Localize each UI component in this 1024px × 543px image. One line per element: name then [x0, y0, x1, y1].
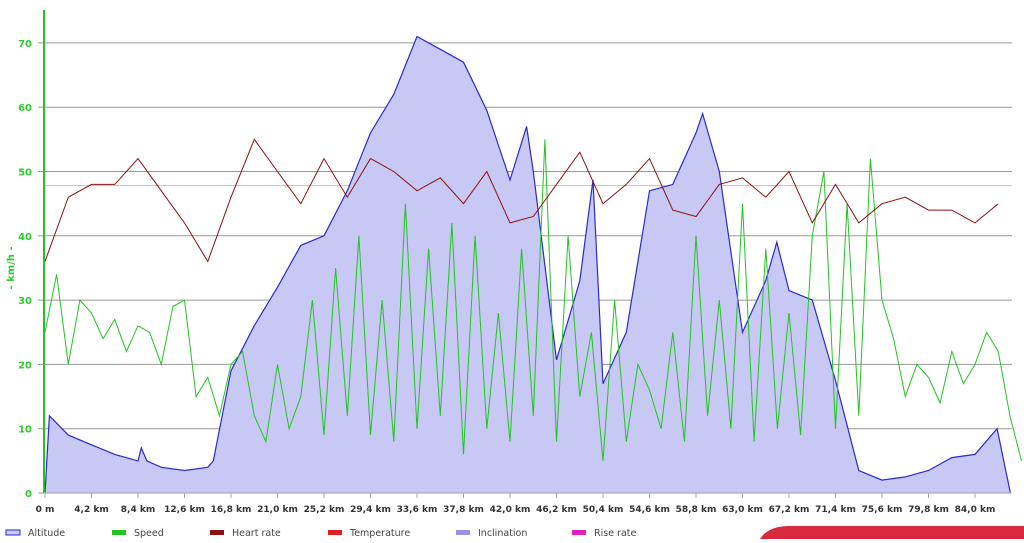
- x-tick-label: 37,8 km: [443, 505, 484, 515]
- y-tick-label: 30: [18, 296, 32, 307]
- series-group: [44, 35, 1022, 494]
- x-tick-label: 25,2 km: [304, 505, 345, 515]
- heart-rate-line: [44, 138, 999, 263]
- x-tick-label: 8,4 km: [121, 505, 155, 515]
- legend-item-temperature[interactable]: Temperature: [328, 528, 410, 539]
- x-tick-label: 84,0 km: [955, 505, 996, 515]
- x-tick-label: 16,8 km: [211, 505, 252, 515]
- x-tick-label: 75,6 km: [862, 505, 903, 515]
- legend-item-heart-rate[interactable]: Heart rate: [210, 528, 281, 539]
- y-tick-label: 20: [18, 360, 32, 371]
- legend-label: Speed: [134, 528, 164, 539]
- x-tick-label: 71,4 km: [815, 505, 856, 515]
- x-tick-label: 33,6 km: [397, 505, 438, 515]
- x-tick-label: 50,4 km: [583, 505, 624, 515]
- legend-swatch: [5, 529, 21, 536]
- y-tick-label: 0: [25, 489, 32, 500]
- x-tick-label: 54,6 km: [629, 505, 670, 515]
- legend-label: Altitude: [28, 528, 65, 539]
- legend-swatch: [112, 530, 126, 535]
- x-axis: 0 m 4,2 km 8,4 km 12,6 km 16,8 km 21,0 km 25,2…: [36, 492, 1012, 515]
- x-tick-label: 4,2 km: [74, 505, 108, 515]
- legend-item-inclination[interactable]: Inclination: [456, 528, 527, 539]
- y-tick-label: 40: [18, 232, 32, 243]
- legend-label: Heart rate: [232, 528, 281, 539]
- x-tick-label: 42,0 km: [490, 505, 531, 515]
- legend-label: Inclination: [478, 528, 527, 539]
- x-tick-label: 63,0 km: [722, 505, 763, 515]
- x-tick-label: 21,0 km: [257, 505, 298, 515]
- x-tick-label: 12,6 km: [164, 505, 205, 515]
- legend-swatch: [456, 530, 470, 535]
- y-tick-label: 60: [18, 103, 32, 114]
- legend-swatch: [572, 530, 586, 535]
- legend: Altitude Speed Heart rate Temperature Inclin…: [5, 528, 637, 539]
- x-tick-label: 46,2 km: [536, 505, 577, 515]
- decorative-red-banner: [760, 526, 1024, 539]
- y-tick-label: 70: [18, 39, 32, 50]
- y-axis: 0 10 20 30 40 50 60 70: [18, 39, 44, 500]
- legend-swatch: [210, 530, 224, 535]
- x-tick-label: 0 m: [36, 505, 55, 515]
- legend-label: Temperature: [349, 528, 410, 539]
- legend-item-speed[interactable]: Speed: [112, 528, 164, 539]
- x-tick-label: 67,2 km: [769, 505, 810, 515]
- legend-swatch: [328, 530, 342, 535]
- altitude-area: [44, 35, 1011, 494]
- y-axis-label: - km/h -: [6, 246, 17, 289]
- legend-item-rise-rate[interactable]: Rise rate: [572, 528, 637, 539]
- x-tick-label: 79,8 km: [908, 505, 949, 515]
- legend-label: Rise rate: [594, 528, 637, 539]
- x-tick-label: 58,8 km: [676, 505, 717, 515]
- speed-line: [44, 139, 1022, 462]
- legend-item-altitude[interactable]: Altitude: [5, 528, 65, 539]
- x-tick-label: 29,4 km: [350, 505, 391, 515]
- y-tick-label: 10: [18, 425, 32, 436]
- y-tick-label: 50: [18, 168, 32, 179]
